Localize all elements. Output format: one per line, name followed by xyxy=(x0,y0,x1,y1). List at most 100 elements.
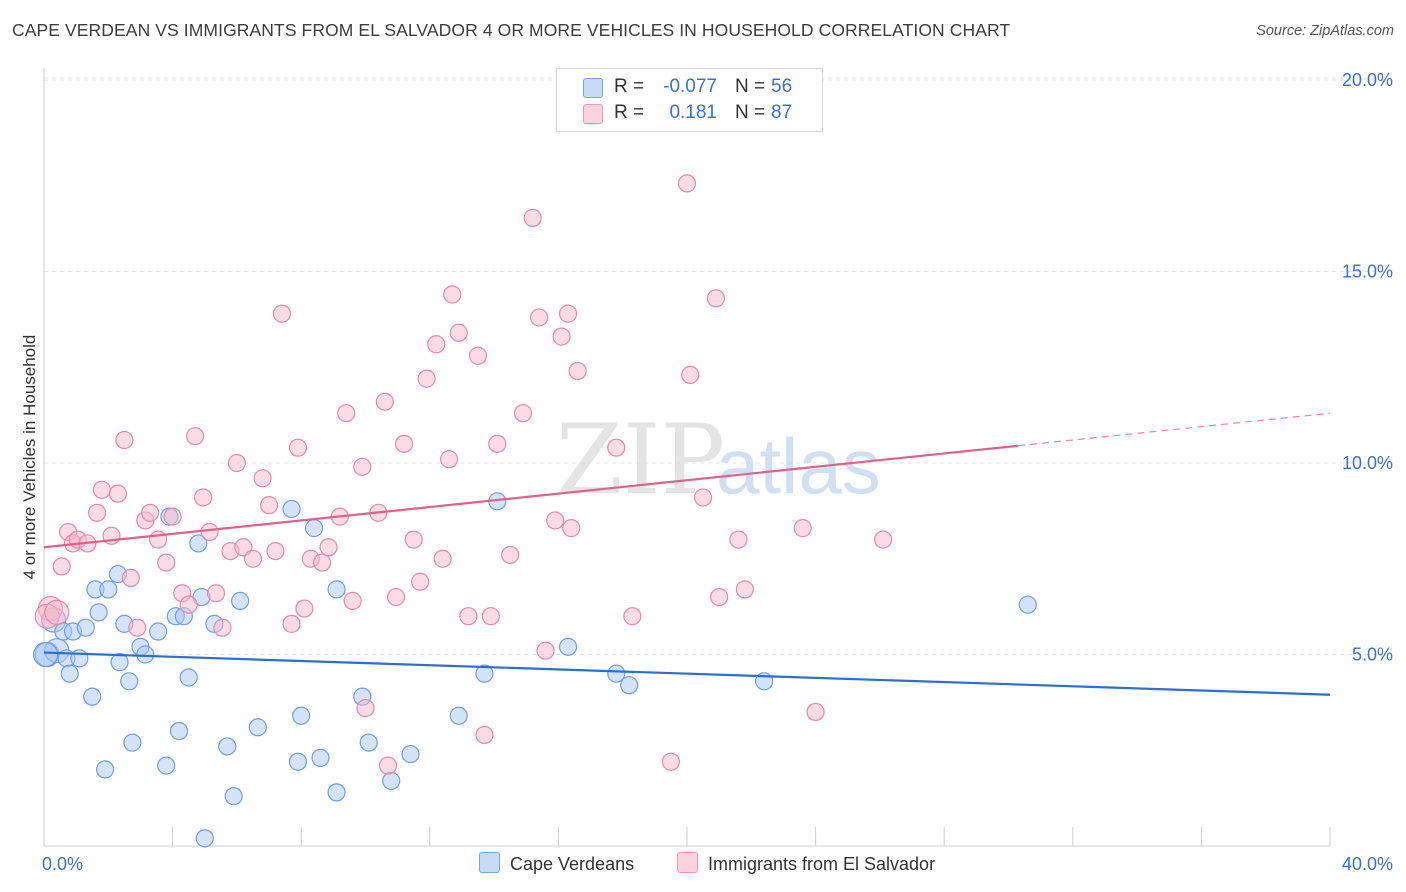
el-salvador-point xyxy=(488,434,507,453)
y-tick-label: 10.0% xyxy=(1342,453,1393,473)
legend-n-label: N = xyxy=(735,102,766,123)
cape-verdean-point xyxy=(110,653,129,672)
el-salvador-point xyxy=(677,174,697,193)
el-salvador-point xyxy=(92,480,111,499)
cape-verdean-point xyxy=(401,744,420,764)
cape-verdean-point xyxy=(382,771,401,790)
cape-verdean-point xyxy=(179,668,198,687)
el-salvador-point xyxy=(475,725,494,745)
el-salvador-point xyxy=(259,496,279,515)
gridlines xyxy=(44,77,1392,655)
el-salvador-point xyxy=(288,438,308,457)
watermark: ZIP atlas xyxy=(556,404,881,516)
cape-verdean-point xyxy=(1018,595,1037,614)
cape-verdean-point xyxy=(288,752,308,771)
legend-swatch-pink xyxy=(583,104,603,124)
el-salvador-trend-extension xyxy=(1018,412,1331,447)
legend-r-value: 0.181 xyxy=(669,102,717,123)
el-salvador-point xyxy=(607,438,626,457)
legend-row-cape-verdeans: R = -0.077 N = 56 xyxy=(557,74,822,102)
el-salvador-point xyxy=(52,557,71,576)
legend-n-value: 56 xyxy=(771,76,793,97)
legend-r-label: R = xyxy=(614,76,645,97)
el-salvador-point xyxy=(227,453,246,473)
cape-verdean-point xyxy=(149,622,168,641)
el-salvador-point xyxy=(530,308,549,327)
watermark-atlas: atlas xyxy=(716,422,881,510)
el-salvador-point xyxy=(443,285,462,304)
el-salvador-point xyxy=(558,304,578,323)
y-tick-label: 5.0% xyxy=(1352,645,1393,665)
x-tick-label-max: 40.0% xyxy=(1342,854,1393,874)
cape-verdean-point xyxy=(169,721,189,741)
y-tick-label: 20.0% xyxy=(1342,70,1393,90)
el-salvador-point xyxy=(163,507,182,526)
legend-label: Cape Verdeans xyxy=(510,854,635,874)
cape-verdean-point xyxy=(136,645,155,664)
legend-label: Immigrants from El Salvador xyxy=(708,854,936,874)
legend-swatch-blue xyxy=(583,78,603,98)
cape-verdean-point xyxy=(120,672,139,691)
el-salvador-point xyxy=(874,530,893,549)
el-salvador-trend-line xyxy=(43,444,1019,549)
el-salvador-point xyxy=(661,752,681,771)
legend-swatch-pink xyxy=(677,852,698,873)
cape-verdean-point xyxy=(359,733,378,752)
el-salvador-point xyxy=(353,457,372,476)
el-salvador-point xyxy=(319,538,338,557)
el-salvador-point xyxy=(568,361,587,381)
cape-verdean-point xyxy=(327,580,346,599)
el-salvador-point xyxy=(459,607,478,626)
legend-item-el-salvador: Immigrants from El Salvador xyxy=(677,852,935,875)
y-tick-label: 15.0% xyxy=(1342,262,1393,282)
cape-verdean-point xyxy=(304,519,324,538)
cape-verdean-point xyxy=(189,534,208,553)
el-salvador-point xyxy=(729,530,748,549)
el-salvador-point xyxy=(623,607,642,626)
legend-swatch-blue xyxy=(479,852,500,873)
el-salvador-point xyxy=(468,346,488,365)
legend-r-value: -0.077 xyxy=(663,76,717,97)
x-tick-label-min: 0.0% xyxy=(42,854,83,874)
el-salvador-point xyxy=(243,549,263,568)
el-salvador-point xyxy=(513,404,533,423)
el-salvador-point xyxy=(375,392,394,411)
cape-verdean-point xyxy=(620,676,639,695)
cape-verdean-trend-line xyxy=(43,651,1331,696)
el-salvador-point xyxy=(282,614,301,633)
el-salvador-point xyxy=(87,503,107,522)
legend-n-label: N = xyxy=(735,76,766,97)
cape-verdean-point xyxy=(89,603,108,622)
el-salvador-point xyxy=(194,488,213,507)
el-salvador-point xyxy=(266,541,285,561)
el-salvador-point xyxy=(157,553,176,572)
cape-verdean-point xyxy=(475,664,494,683)
cape-verdean-point xyxy=(292,706,311,725)
cape-verdean-point xyxy=(224,787,243,806)
legend-item-cape-verdeans: Cape Verdeans xyxy=(479,852,634,875)
points-layer xyxy=(33,174,1037,848)
el-salvador-point xyxy=(806,702,825,722)
el-salvador-point xyxy=(179,595,198,614)
el-salvador-point xyxy=(404,530,423,549)
el-salvador-point xyxy=(735,580,754,599)
el-salvador-point xyxy=(356,699,375,718)
legend-row-el-salvador: R = 0.181 N = 87 xyxy=(557,100,822,128)
el-salvador-point xyxy=(140,503,160,522)
el-salvador-point xyxy=(793,519,812,538)
el-salvador-point xyxy=(213,618,232,637)
el-salvador-point xyxy=(200,522,219,542)
el-salvador-point xyxy=(501,545,520,565)
el-salvador-point xyxy=(706,289,726,308)
el-salvador-point xyxy=(121,568,140,588)
cape-verdean-point xyxy=(99,580,118,599)
trend-lines xyxy=(43,412,1331,696)
cape-verdean-point xyxy=(195,829,214,848)
x-tick-labels: 0.0% 40.0% xyxy=(42,854,1393,874)
el-salvador-point xyxy=(44,599,70,625)
legend-r-label: R = xyxy=(614,102,645,123)
el-salvador-point xyxy=(449,323,468,342)
el-salvador-point xyxy=(128,618,147,637)
series-legend: Cape Verdeans Immigrants from El Salvado… xyxy=(0,852,1406,878)
